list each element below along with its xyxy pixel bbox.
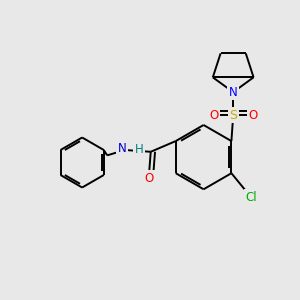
Text: S: S — [229, 109, 237, 122]
Text: N: N — [229, 85, 238, 99]
Text: O: O — [209, 109, 218, 122]
Text: Cl: Cl — [245, 190, 257, 204]
Text: H: H — [135, 143, 143, 156]
Text: O: O — [144, 172, 154, 185]
Text: N: N — [118, 142, 127, 155]
Text: O: O — [248, 109, 257, 122]
